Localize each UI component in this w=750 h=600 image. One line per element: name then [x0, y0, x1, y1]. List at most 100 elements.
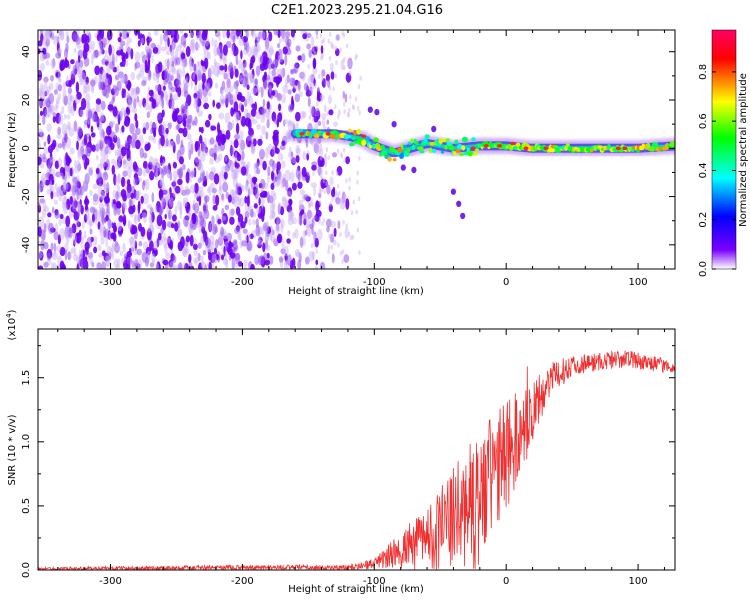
spectrogram-noise-blob: [80, 242, 83, 249]
spectrogram-noise-blob: [202, 147, 209, 157]
spectrogram-noise-blob: [264, 221, 269, 227]
spectrogram-noise-blob: [56, 97, 60, 105]
y-tick-label: 0: [21, 145, 32, 151]
spectrogram-noise-blob: [235, 30, 241, 37]
spectrogram-noise-blob: [233, 111, 238, 117]
spectrogram-noise-blob: [86, 100, 90, 110]
spectrogram-noise-blob: [57, 126, 61, 135]
spectrogram-noise-blob: [181, 58, 188, 69]
spectrogram-noise-blob: [214, 61, 219, 68]
spectrogram-noise-blob: [317, 228, 323, 241]
x-tick-label: -100: [363, 277, 386, 288]
spectrogram-noise-blob: [241, 240, 248, 247]
spectrogram-noise-blob: [77, 163, 82, 172]
spectrogram-noise-blob: [208, 221, 213, 233]
spectrogram-noise-blob: [267, 166, 271, 177]
signal-blob: [444, 145, 448, 150]
spectrogram-noise-blob: [91, 85, 95, 92]
spectrogram-noise-blob: [185, 235, 191, 243]
spectrogram-noise-blob: [315, 249, 318, 254]
spectrogram-noise-blob: [277, 202, 282, 212]
spectrogram-noise-blob: [287, 120, 292, 126]
spectrogram-noise-blob: [121, 125, 125, 133]
spectrogram-noise-blob: [310, 212, 314, 217]
spectrogram-noise-blob: [104, 183, 110, 194]
spectrogram-noise-blob: [261, 213, 265, 223]
spectrogram-noise-blob: [260, 114, 266, 123]
spectrogram-noise-blob: [194, 141, 199, 152]
spectrogram-noise-blob: [345, 156, 350, 165]
spectrogram-noise-blob: [265, 147, 269, 159]
x-tick-label: 0: [503, 277, 509, 288]
spectrogram-noise-blob: [62, 88, 67, 99]
spectrogram-noise-blob: [327, 249, 330, 255]
y-tick-label: 40: [21, 45, 32, 58]
signal-blob: [380, 144, 385, 149]
spectrogram-noise-blob: [282, 46, 288, 55]
spectrogram-noise-blob: [307, 64, 310, 69]
spectrogram-noise-blob: [199, 134, 203, 144]
spectrogram-noise-blob: [104, 146, 109, 155]
spectrogram-noise-blob: [340, 153, 344, 159]
spectrogram-noise-blob: [167, 37, 170, 47]
spectrogram-noise-blob: [229, 252, 236, 259]
spectrogram-noise-blob: [85, 92, 91, 104]
spectrogram-noise-blob: [159, 157, 164, 163]
spectrogram-noise-blob: [291, 95, 294, 106]
spectrogram-noise-blob: [69, 196, 74, 205]
spectrogram-noise-blob: [122, 214, 127, 227]
spectrogram-noise-blob: [182, 66, 186, 78]
spectrogram-noise-blob: [303, 194, 310, 201]
spectrogram-noise-blob: [44, 89, 50, 96]
spectrogram-noise-blob: [142, 179, 146, 186]
spectrogram-noise-blob: [118, 71, 124, 79]
spectrogram-noise-blob: [202, 30, 208, 38]
spectrogram-noise-blob: [240, 160, 245, 168]
spectrogram-noise-blob: [280, 160, 286, 169]
spectrogram-noise-blob: [99, 226, 104, 237]
spectrogram-noise-blob: [355, 209, 358, 215]
spectrogram-noise-blob: [82, 219, 85, 230]
spectrogram-noise-blob: [66, 114, 71, 120]
spectrogram-noise-blob: [236, 153, 242, 162]
signal-hotspot: [299, 132, 305, 136]
signal-blob: [471, 137, 476, 142]
spectrogram-noise-blob: [324, 80, 327, 86]
spectrogram-noise-blob: [281, 238, 285, 249]
spectrogram-noise-blob: [359, 75, 362, 81]
spectrogram-noise-blob: [259, 30, 266, 41]
spectrogram-noise-blob: [132, 161, 138, 171]
spectrogram-noise-blob: [81, 72, 86, 83]
spectrogram-noise-blob: [259, 86, 265, 94]
spectrogram-noise-blob: [83, 230, 87, 240]
spectrogram-noise-blob: [151, 55, 154, 64]
spectrogram-noise-blob: [82, 188, 85, 195]
spectrogram-noise-blob: [170, 223, 175, 229]
spectrogram-noise-blob: [209, 222, 212, 233]
spectrogram-noise-blob: [68, 127, 75, 137]
spectrogram-noise-blob: [74, 94, 78, 104]
spectrogram-noise-blob: [41, 177, 46, 188]
spectrogram-noise-blob: [246, 240, 253, 252]
spectrogram-noise-blob: [151, 259, 155, 267]
spectrogram-noise-blob: [39, 180, 44, 193]
spectrogram-noise-blob: [200, 261, 207, 269]
spectrogram-noise-blob: [269, 214, 274, 220]
spectrogram-noise-blob: [340, 198, 344, 203]
spectrogram-noise-blob: [49, 151, 53, 161]
spectrogram-noise-blob: [342, 219, 345, 225]
spectrogram-noise-blob: [291, 156, 296, 164]
spectrogram-noise-blob: [125, 59, 129, 67]
spectrogram-noise-blob: [130, 192, 135, 199]
spectrogram-noise-blob: [101, 69, 107, 82]
spectrogram-noise-blob: [158, 239, 164, 246]
spectrogram-noise-blob: [258, 234, 261, 243]
spectrogram-noise-blob: [213, 66, 219, 77]
spectrogram-noise-blob: [116, 156, 123, 168]
spectrogram-noise-blob: [103, 55, 110, 62]
spectrogram-noise-blob: [122, 30, 128, 40]
spectrogram-noise-blob: [320, 155, 323, 161]
spectrogram-noise-blob: [300, 71, 306, 82]
spectrogram-noise-blob: [270, 170, 275, 181]
spectrogram-noise-blob: [260, 178, 266, 190]
